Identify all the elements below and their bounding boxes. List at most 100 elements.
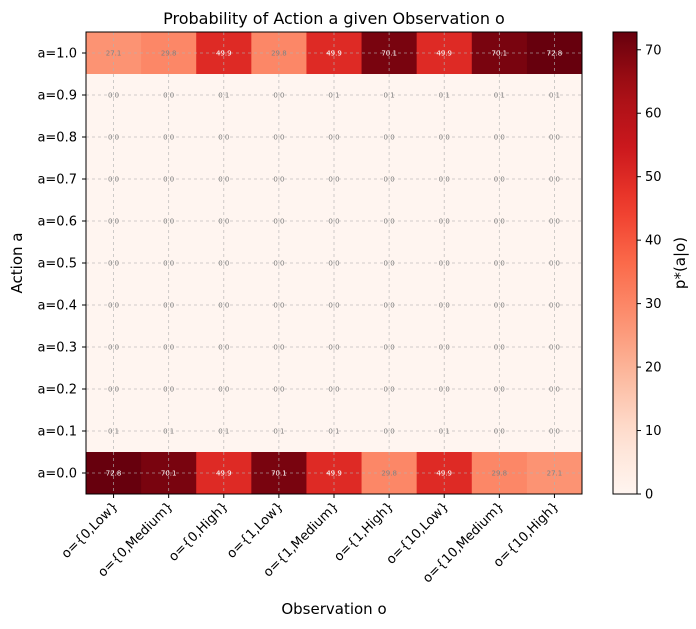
cell-value-label: 0.0 [439, 176, 450, 184]
colorbar-tick-label: 70 [645, 43, 662, 58]
cell-value-label: 0.0 [108, 386, 119, 394]
colorbar-tick-label: 0 [645, 488, 653, 503]
y-axis-ticks: a=1.0 a=0.9 a=0.8 a=0.7 a=0.6 a=0.5 a=0.4 a=0.3… [37, 47, 86, 482]
cell-value-label: 0.0 [163, 260, 174, 268]
cell-value-label: 70.1 [381, 50, 397, 58]
cell-value-label: 0.0 [163, 344, 174, 352]
y-tick-label: a=0.5 [37, 257, 77, 272]
cell-value-label: 0.1 [439, 92, 450, 100]
y-tick-label: a=0.4 [37, 299, 77, 314]
y-tick-label: a=1.0 [37, 47, 77, 62]
y-tick-label: a=0.9 [37, 89, 77, 104]
cell-value-label: 70.1 [271, 470, 287, 478]
cell-value-label: 0.0 [218, 260, 229, 268]
cell-value-label: 0.0 [108, 176, 119, 184]
cell-value-label: 72.8 [106, 470, 122, 478]
cell-value-label: 0.1 [439, 428, 450, 436]
cell-value-label: 70.1 [492, 50, 508, 58]
grid-lines [86, 32, 582, 494]
cell-value-label: 0.0 [494, 176, 505, 184]
cell-value-label: 0.1 [163, 428, 174, 436]
cell-value-label: 27.1 [547, 470, 563, 478]
cell-value-label: 0.0 [273, 260, 284, 268]
cell-value-label: 72.8 [547, 50, 563, 58]
cell-value-label: 0.0 [384, 176, 395, 184]
cell-value-label: 0.0 [328, 218, 339, 226]
colorbar-tick-label: 50 [645, 170, 662, 185]
cell-value-label: 0.0 [549, 260, 560, 268]
cell-value-label: 0.0 [273, 218, 284, 226]
cell-value-label: 0.0 [494, 260, 505, 268]
cell-value-label: 0.1 [218, 428, 229, 436]
y-tick-label: a=0.0 [37, 467, 77, 482]
cell-value-label: 0.0 [384, 302, 395, 310]
cell-value-label: 49.9 [436, 50, 452, 58]
x-axis-title: Observation o [281, 600, 386, 618]
cell-value-label: 0.0 [384, 134, 395, 142]
cell-value-label: 0.0 [439, 302, 450, 310]
cell-value-label: 0.0 [494, 134, 505, 142]
cell-value-label: 0.0 [163, 176, 174, 184]
cell-value-label: 49.9 [436, 470, 452, 478]
cell-value-label: 0.0 [549, 302, 560, 310]
cell-value-label: 0.0 [549, 344, 560, 352]
colorbar [612, 31, 638, 495]
cell-value-label: 0.0 [494, 344, 505, 352]
cell-value-label: 0.0 [163, 302, 174, 310]
cell-value-label: 29.8 [381, 470, 397, 478]
y-tick-label: a=0.3 [37, 341, 77, 356]
cell-value-label: 0.0 [384, 218, 395, 226]
cell-value-label: 0.0 [108, 92, 119, 100]
cell-value-label: 0.0 [108, 344, 119, 352]
cell-value-label: 0.1 [273, 428, 284, 436]
y-tick-label: a=0.7 [37, 173, 77, 188]
cell-value-label: 27.1 [106, 50, 122, 58]
cell-value-label: 0.0 [549, 428, 560, 436]
cell-value-label: 0.0 [108, 260, 119, 268]
cell-value-label: 0.0 [273, 302, 284, 310]
cell-value-label: 0.0 [494, 428, 505, 436]
cell-value-label: 29.8 [161, 50, 177, 58]
cell-value-label: 0.0 [108, 218, 119, 226]
cell-value-label: 0.0 [218, 176, 229, 184]
cell-value-label: 0.1 [328, 428, 339, 436]
cell-value-label: 0.0 [549, 386, 560, 394]
y-axis-title: Action a [8, 233, 26, 294]
cell-value-label: 0.0 [549, 218, 560, 226]
cell-value-label: 0.0 [328, 344, 339, 352]
y-tick-label: a=0.2 [37, 383, 77, 398]
cell-value-label: 49.9 [216, 50, 232, 58]
cell-value-label: 0.0 [273, 386, 284, 394]
cell-value-label: 49.9 [216, 470, 232, 478]
cell-value-label: 29.8 [271, 50, 287, 58]
cell-value-label: 70.1 [161, 470, 177, 478]
cell-value-label: 0.1 [328, 92, 339, 100]
colorbar-label: p*(a|o) [671, 237, 689, 289]
cell-value-label: 49.9 [326, 470, 342, 478]
cell-value-label: 0.1 [494, 92, 505, 100]
cell-value-label: 0.0 [494, 218, 505, 226]
colorbar-tick-label: 40 [645, 234, 662, 249]
cell-value-label: 0.0 [549, 134, 560, 142]
cell-value-label: 0.0 [163, 134, 174, 142]
cell-value-label: 0.0 [108, 302, 119, 310]
cell-value-label: 0.0 [384, 386, 395, 394]
chart-title: Probability of Action a given Observatio… [163, 9, 505, 28]
cell-value-label: 0.0 [439, 386, 450, 394]
cell-value-label: 29.8 [492, 470, 508, 478]
cell-value-label: 0.1 [218, 92, 229, 100]
cell-value-label: 0.0 [108, 134, 119, 142]
cell-value-label: 0.0 [218, 386, 229, 394]
y-tick-label: a=0.8 [37, 131, 77, 146]
cell-value-label: 0.0 [328, 176, 339, 184]
cell-value-label: 0.0 [328, 260, 339, 268]
cell-value-label: 0.0 [384, 428, 395, 436]
cell-value-label: 0.0 [328, 386, 339, 394]
cell-value-label: 0.0 [439, 260, 450, 268]
colorbar-ticks: 0 10 20 30 40 50 60 70 [637, 43, 662, 503]
cell-value-label: 0.0 [273, 344, 284, 352]
cell-value-label: 0.0 [218, 344, 229, 352]
cell-value-label: 0.0 [273, 134, 284, 142]
cell-value-labels: 27.1 29.8 49.9 29.8 49.9 70.1 49.9 70.1 72.8 0.0 0… [106, 50, 562, 478]
